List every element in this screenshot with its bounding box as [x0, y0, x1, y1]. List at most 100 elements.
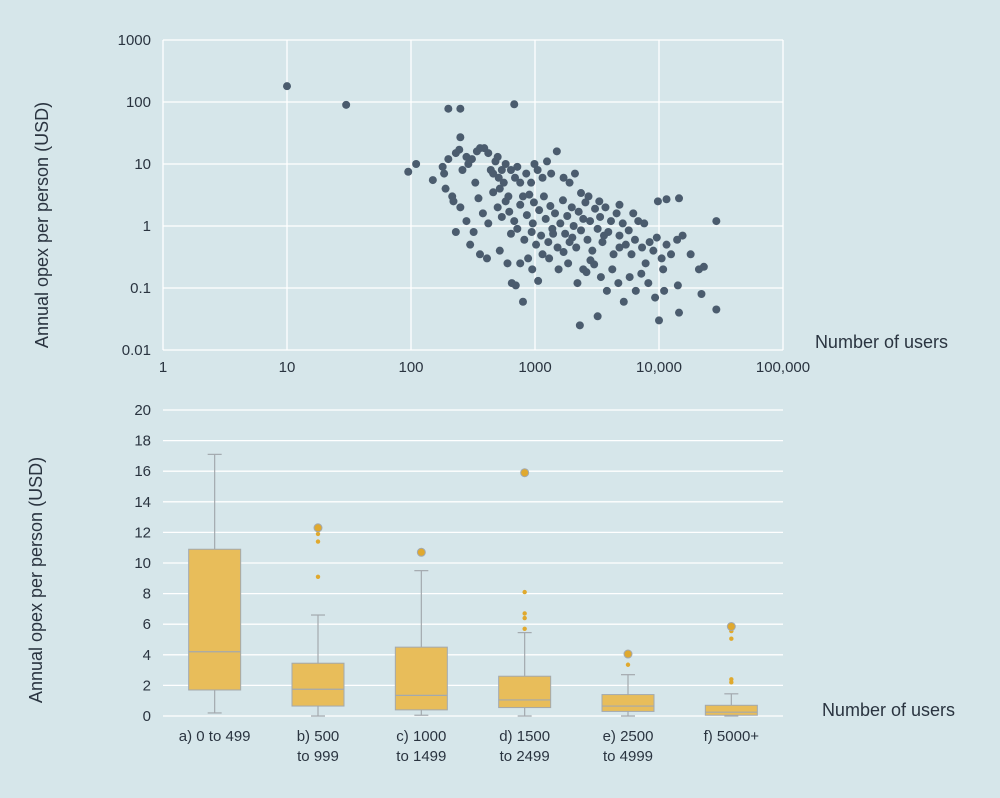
- scatter-point: [554, 265, 563, 274]
- scatter-point: [510, 100, 519, 109]
- box-y-tick-label: 18: [134, 433, 151, 450]
- scatter-point: [570, 169, 579, 178]
- scatter-point: [629, 209, 638, 218]
- box-outlier: [729, 677, 734, 682]
- scatter-point: [538, 173, 547, 182]
- scatter-point: [641, 259, 650, 268]
- scatter-point: [506, 229, 515, 238]
- scatter-point: [539, 192, 548, 201]
- scatter-point: [493, 152, 502, 161]
- scatter-point: [574, 207, 583, 216]
- box-outlier: [729, 680, 734, 685]
- scatter-point: [458, 166, 467, 175]
- scatter-point: [556, 219, 565, 228]
- box-outlier: [520, 468, 530, 478]
- scatter-point: [484, 149, 493, 158]
- scatter-point: [567, 203, 576, 212]
- scatter-point: [484, 219, 493, 228]
- scatter-point: [482, 254, 491, 263]
- scatter-point: [660, 286, 669, 295]
- scatter-point: [506, 166, 515, 175]
- box-gridlines: [163, 409, 783, 717]
- scatter-point: [596, 273, 605, 282]
- scatter-chart: 0.01 0.1 1 10 100 1000 1 10 100 1000 10,000 100,00…: [32, 32, 948, 376]
- scatter-point: [573, 279, 582, 288]
- box-y-tick-label: 20: [134, 402, 151, 419]
- scatter-point: [456, 133, 465, 142]
- scatter-point: [577, 189, 586, 198]
- scatter-point: [615, 200, 624, 209]
- scatter-point: [558, 196, 567, 205]
- box-outlier: [522, 589, 527, 595]
- scatter-point: [537, 231, 546, 240]
- scatter-point: [438, 162, 447, 171]
- scatter-point: [529, 198, 538, 207]
- scatter-point: [440, 169, 449, 178]
- scatter-point: [489, 188, 498, 197]
- scatter-point: [712, 217, 721, 226]
- scatter-y-tick-labels: 0.01 0.1 1 10 100 1000: [118, 32, 151, 359]
- scatter-point: [615, 243, 624, 252]
- scatter-point: [593, 224, 602, 233]
- scatter-point: [534, 276, 543, 285]
- scatter-point: [579, 214, 588, 223]
- scatter-point: [609, 250, 618, 259]
- box-outlier: [522, 611, 527, 616]
- scatter-point: [651, 293, 660, 302]
- box-category-label: c) 1000 to 1499: [396, 728, 446, 765]
- box-outlier: [315, 531, 321, 537]
- box-category-label: b) 500 to 999: [297, 728, 340, 765]
- box-iqr: [601, 694, 655, 712]
- scatter-point: [501, 197, 510, 206]
- scatter-point: [471, 178, 480, 187]
- box-y-axis-title: Annual opex per person (USD): [26, 457, 46, 703]
- box-category-label-line: to 4999: [603, 748, 653, 765]
- scatter-y-tick-label: 10: [134, 156, 151, 173]
- scatter-point: [591, 204, 600, 213]
- scatter-point: [601, 203, 610, 212]
- scatter-point: [441, 184, 450, 193]
- scatter-point: [520, 235, 529, 244]
- scatter-point: [505, 207, 514, 216]
- scatter-point: [653, 197, 662, 206]
- scatter-point: [546, 202, 555, 211]
- scatter-point: [561, 229, 570, 238]
- scatter-point: [533, 166, 542, 175]
- box-plot: [601, 649, 655, 717]
- scatter-x-tick-label: 1000: [518, 359, 551, 376]
- scatter-point: [645, 238, 654, 247]
- box-outlier: [522, 615, 527, 621]
- scatter-point: [489, 169, 498, 178]
- scatter-point: [516, 259, 525, 268]
- scatter-y-tick-label: 1000: [118, 32, 151, 49]
- scatter-point: [444, 104, 453, 113]
- scatter-point: [551, 209, 560, 218]
- scatter-point: [444, 155, 453, 164]
- box-y-tick-label: 14: [134, 494, 151, 511]
- scatter-point: [599, 231, 608, 240]
- scatter-point: [675, 194, 684, 203]
- scatter-point: [404, 167, 413, 176]
- scatter-point: [572, 243, 581, 252]
- scatter-point: [511, 281, 520, 290]
- scatter-point: [495, 246, 504, 255]
- box-iqr: [498, 675, 552, 709]
- scatter-point: [503, 259, 512, 268]
- scatter-point: [657, 254, 666, 263]
- scatter-point: [588, 246, 597, 255]
- box-iqr: [291, 662, 345, 707]
- scatter-point: [659, 265, 668, 274]
- scatter-point: [583, 235, 592, 244]
- scatter-gridlines: [162, 39, 784, 351]
- scatter-point: [638, 243, 647, 252]
- scatter-point: [511, 173, 520, 182]
- scatter-point: [673, 235, 682, 244]
- scatter-point: [559, 173, 568, 182]
- scatter-y-tick-label: 100: [126, 94, 151, 111]
- scatter-point: [538, 250, 547, 259]
- scatter-point: [619, 297, 628, 306]
- box-category-label-line: b) 500: [297, 728, 340, 745]
- box-y-tick-label: 10: [134, 555, 151, 572]
- scatter-point: [627, 250, 636, 259]
